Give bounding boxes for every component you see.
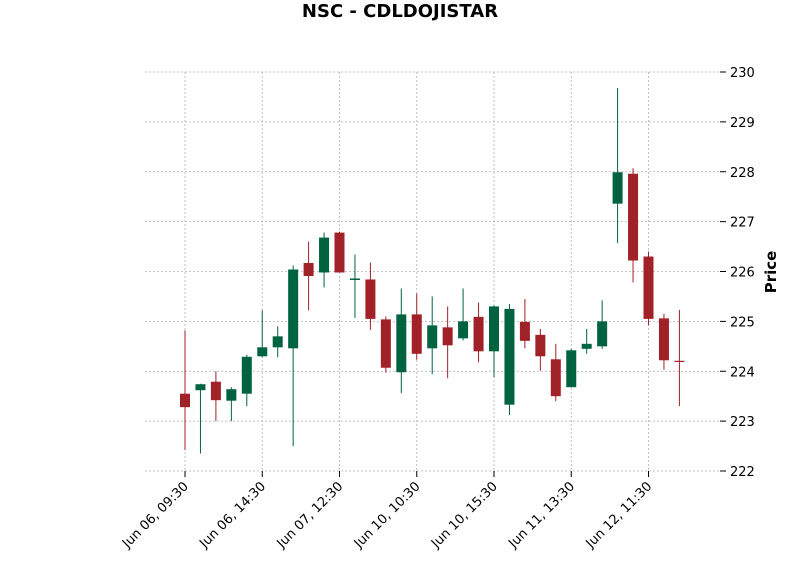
candle-body — [519, 321, 530, 341]
candle-body — [550, 359, 561, 397]
candle-body — [658, 318, 669, 361]
candle-body — [272, 336, 283, 348]
y-tick-label: 222 — [730, 465, 755, 480]
y-axis-label: Price — [762, 251, 780, 294]
candle-body — [612, 172, 623, 204]
candle-body — [195, 384, 206, 391]
candle-body — [303, 263, 314, 276]
candle-body — [411, 314, 422, 354]
candle-body — [380, 319, 391, 368]
candle-body — [643, 256, 654, 319]
x-tick-label: Jun 07, 12:30 — [274, 479, 347, 552]
y-axis: 222 223 224 225 226 227 228 229 230 — [720, 66, 755, 480]
x-axis: Jun 06, 09:30 Jun 06, 14:30 Jun 07, 12:30 J… — [119, 471, 655, 552]
y-tick-label: 223 — [730, 415, 755, 430]
y-tick-label: 226 — [730, 266, 755, 281]
candle-body — [566, 350, 577, 388]
candle-body — [210, 381, 221, 401]
candle-body — [581, 343, 592, 349]
y-tick-label: 227 — [730, 216, 755, 231]
candle-body — [334, 232, 345, 273]
candle-body — [319, 237, 330, 273]
candle-body — [597, 321, 608, 347]
candle-body — [288, 269, 299, 349]
candle-body — [489, 306, 499, 352]
candle-body — [674, 360, 685, 362]
candle-body — [257, 347, 268, 357]
y-tick-label: 229 — [730, 116, 755, 131]
y-tick-label: 228 — [730, 166, 755, 181]
y-tick-label: 225 — [730, 315, 755, 330]
candle-body — [628, 173, 639, 261]
candle-body — [442, 327, 453, 346]
candle-body — [396, 314, 407, 373]
y-tick-label: 224 — [730, 365, 755, 380]
candle-body — [180, 393, 190, 408]
x-tick-label: Jun 06, 09:30 — [119, 479, 192, 552]
y-tick-label: 230 — [730, 66, 755, 81]
candle-body — [535, 334, 546, 357]
candle-body — [427, 325, 438, 349]
x-tick-label: Jun 06, 14:30 — [196, 479, 269, 552]
candle-layer — [180, 87, 685, 454]
candle-body — [473, 316, 484, 352]
candle-body — [504, 308, 515, 405]
x-tick-label: Jun 11, 13:30 — [505, 479, 578, 552]
candle-body — [458, 321, 469, 339]
chart-title: NSC - CDLDOJISTAR — [302, 1, 498, 22]
candle-body — [349, 278, 360, 280]
candle-body — [365, 279, 376, 319]
candle-body — [241, 356, 252, 394]
x-tick-label: Jun 10, 15:30 — [428, 479, 501, 552]
x-tick-label: Jun 12, 11:30 — [583, 479, 656, 552]
candle-body — [226, 389, 237, 401]
x-tick-label: Jun 10, 10:30 — [351, 479, 424, 552]
